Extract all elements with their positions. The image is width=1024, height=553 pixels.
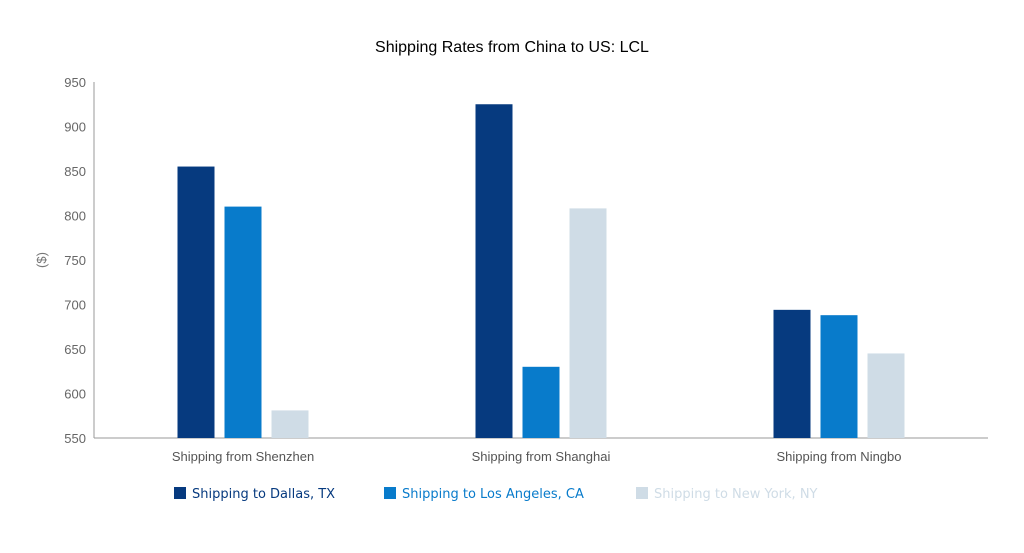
bar	[569, 208, 607, 438]
bar	[522, 366, 560, 438]
bar	[820, 315, 858, 438]
legend-label: Shipping to New York, NY	[654, 487, 818, 502]
legend-swatch	[636, 487, 648, 499]
category-label: Shipping from Shenzhen	[172, 449, 314, 464]
y-axis-label: ($)	[34, 252, 49, 268]
y-tick-label: 750	[64, 253, 86, 268]
category-label: Shipping from Ningbo	[776, 449, 901, 464]
category-label: Shipping from Shanghai	[472, 449, 611, 464]
y-tick-label: 600	[64, 387, 86, 402]
legend: Shipping to Dallas, TX Shipping to Los An…	[174, 487, 818, 502]
legend-swatch	[384, 487, 396, 499]
chart-title: Shipping Rates from China to US: LCL	[375, 39, 649, 56]
y-tick-label: 800	[64, 209, 86, 224]
y-tick-label: 950	[64, 75, 86, 90]
bars	[177, 104, 905, 439]
bar	[475, 104, 513, 438]
bar	[867, 353, 905, 438]
bar	[271, 410, 309, 438]
bar	[177, 166, 215, 439]
y-tick-labels: 550 600 650 700 750 800 850 900 950	[64, 75, 86, 446]
category-labels: Shipping from Shenzhen Shipping from Shan…	[172, 449, 902, 464]
y-tick-label: 900	[64, 120, 86, 135]
legend-swatch	[174, 487, 186, 499]
y-tick-label: 550	[64, 431, 86, 446]
legend-label: Shipping to Dallas, TX	[192, 487, 335, 502]
y-tick-label: 850	[64, 164, 86, 179]
y-tick-label: 700	[64, 298, 86, 313]
legend-label: Shipping to Los Angeles, CA	[402, 487, 584, 502]
bar	[773, 309, 811, 438]
y-tick-label: 650	[64, 342, 86, 357]
bar	[224, 206, 262, 438]
